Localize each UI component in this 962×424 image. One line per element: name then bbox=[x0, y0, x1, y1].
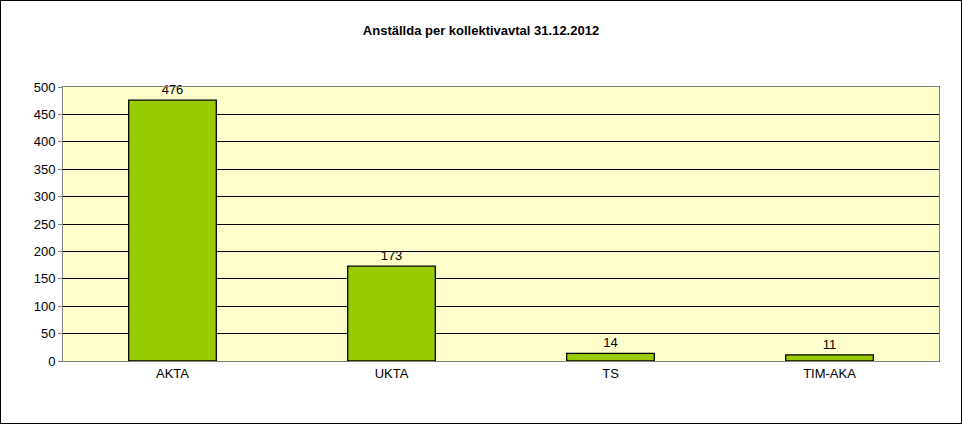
svg-text:14: 14 bbox=[603, 335, 617, 350]
svg-text:TS: TS bbox=[602, 366, 619, 381]
svg-text:11: 11 bbox=[823, 337, 837, 352]
svg-text:Anställda per kollektivavtal 3: Anställda per kollektivavtal 31.12.2012 bbox=[363, 23, 599, 38]
svg-text:100: 100 bbox=[34, 299, 56, 314]
svg-text:250: 250 bbox=[34, 217, 56, 232]
svg-text:173: 173 bbox=[381, 248, 403, 263]
svg-text:300: 300 bbox=[34, 189, 56, 204]
svg-text:TIM-AKA: TIM-AKA bbox=[803, 366, 856, 381]
svg-text:UKTA: UKTA bbox=[375, 366, 409, 381]
svg-text:400: 400 bbox=[34, 134, 56, 149]
svg-text:AKTA: AKTA bbox=[156, 366, 189, 381]
svg-text:150: 150 bbox=[34, 271, 56, 286]
svg-text:476: 476 bbox=[162, 82, 184, 97]
svg-text:0: 0 bbox=[48, 354, 55, 369]
svg-text:200: 200 bbox=[34, 244, 56, 259]
svg-text:500: 500 bbox=[34, 80, 56, 95]
svg-text:450: 450 bbox=[34, 107, 56, 122]
svg-text:350: 350 bbox=[34, 162, 56, 177]
svg-text:50: 50 bbox=[41, 326, 55, 341]
